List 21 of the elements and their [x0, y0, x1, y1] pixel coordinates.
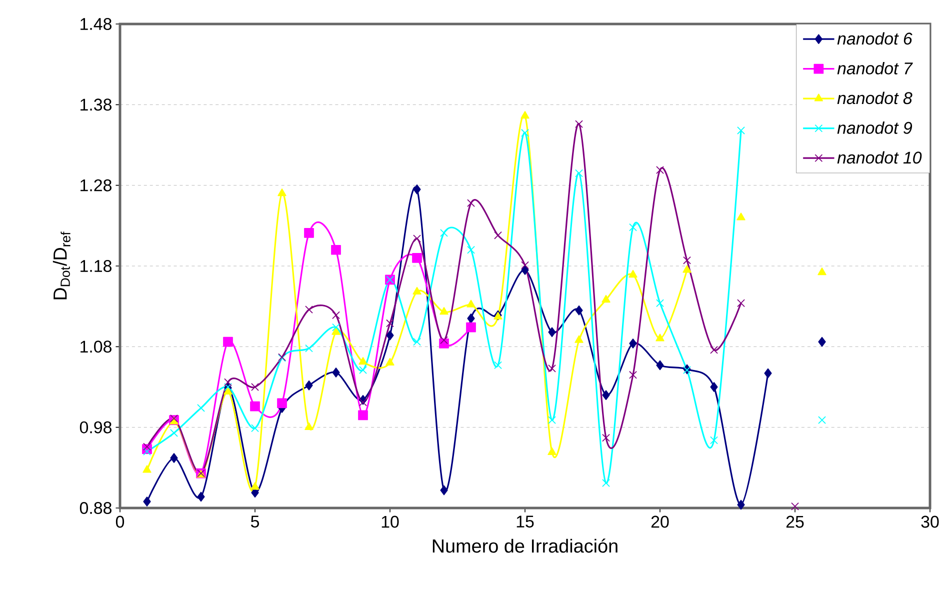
x-tick-label: 25	[786, 516, 804, 528]
y-tick-label: 0.88	[80, 502, 112, 514]
x-tick-label: 5	[250, 516, 259, 528]
legend-label: nanodot 7	[837, 62, 913, 74]
x-tick-label: 0	[116, 516, 124, 528]
y-tick-label: 1.08	[80, 340, 112, 353]
y-tick-label: 0.98	[80, 421, 112, 434]
x-axis-title: Numero de Irradiación	[432, 538, 618, 553]
y-tick-label: 1.28	[80, 179, 112, 192]
x-tick-label: 30	[921, 516, 939, 528]
y-tick-label: 1.48	[80, 18, 112, 30]
legend-label: nanodot 8	[837, 92, 912, 104]
legend-label: nanodot 9	[837, 121, 912, 134]
y-tick-label: 1.38	[80, 98, 112, 111]
x-tick-label: 15	[516, 516, 534, 528]
legend-label: nanodot 10	[837, 151, 922, 164]
y-axis-title: D$_{Dot}$/D$_{ref}$	[52, 232, 70, 300]
x-tick-label: 10	[382, 516, 399, 528]
y-tick-label: 1.18	[80, 260, 112, 272]
legend-label: nanodot 6	[837, 32, 912, 45]
x-tick-label: 20	[651, 516, 669, 528]
